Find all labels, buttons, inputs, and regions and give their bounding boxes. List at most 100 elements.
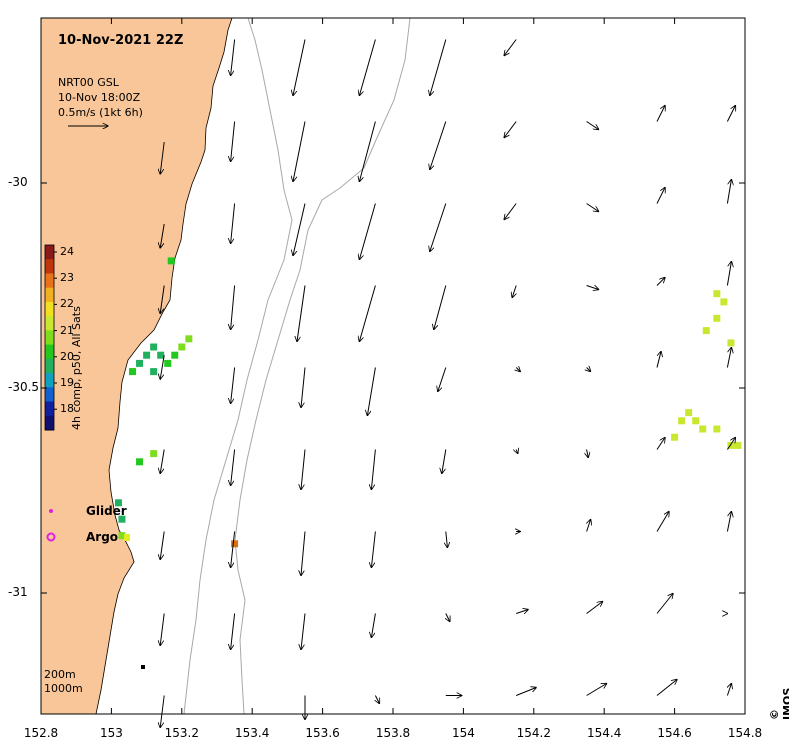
colorbar-tick-label: 24 bbox=[60, 245, 74, 258]
current-vector-arrow bbox=[512, 285, 516, 298]
current-vector-arrow bbox=[160, 223, 165, 248]
current-vector-arrow bbox=[231, 285, 236, 330]
current-vector-arrow bbox=[504, 39, 517, 56]
sst-pixel bbox=[713, 425, 721, 433]
map-title: 10-Nov-2021 22Z bbox=[58, 33, 184, 48]
isobath-1000m bbox=[234, 17, 411, 715]
current-vector-arrow bbox=[160, 285, 165, 314]
sst-pixel bbox=[699, 425, 707, 433]
sst-pixel bbox=[692, 417, 700, 425]
current-vector-arrow bbox=[293, 203, 306, 256]
current-vector-arrow bbox=[504, 203, 517, 220]
current-vector-arrow bbox=[160, 613, 165, 646]
colorbar-tick-label: 21 bbox=[60, 323, 74, 337]
x-tick-label: 153.8 bbox=[375, 726, 411, 740]
isobath-1000m-label: 1000m bbox=[44, 682, 83, 695]
land-mass bbox=[40, 17, 233, 715]
x-tick-label: 153.2 bbox=[164, 726, 199, 740]
current-vector-arrow bbox=[438, 367, 447, 392]
current-vector-arrow bbox=[656, 106, 665, 122]
current-vector-arrow bbox=[301, 367, 306, 408]
sst-pixel bbox=[114, 499, 122, 507]
current-vector-arrow bbox=[516, 450, 518, 454]
legend-product: NRT00 GSL bbox=[58, 76, 119, 89]
sst-pixel bbox=[727, 441, 735, 449]
current-vector-arrow bbox=[504, 121, 517, 138]
current-vector-arrow bbox=[301, 531, 306, 576]
sst-pixel-layer bbox=[114, 257, 742, 548]
sst-pixel bbox=[118, 532, 126, 540]
current-vector-arrow bbox=[160, 531, 165, 560]
current-vector-arrow bbox=[516, 610, 528, 614]
argo-sst-pixel bbox=[124, 534, 130, 541]
current-vector-arrow bbox=[231, 449, 236, 486]
current-vector-arrow bbox=[297, 285, 306, 342]
sst-pixel bbox=[713, 314, 721, 322]
sst-pixel bbox=[678, 417, 686, 425]
colorbar-swatch bbox=[45, 373, 54, 388]
colorbar-swatch bbox=[45, 358, 54, 374]
current-vector-arrow bbox=[726, 512, 731, 532]
imos-credit: © IMOS 14-Nov-2021 14:49 Hobart bbox=[768, 687, 789, 720]
x-tick-label: 154 bbox=[451, 726, 475, 740]
colorbar-tick-label: 23 bbox=[60, 271, 74, 285]
sst-pixel bbox=[685, 409, 693, 417]
current-vector-arrow bbox=[446, 531, 448, 548]
sst-pixel bbox=[136, 458, 144, 466]
sst-pixel bbox=[671, 433, 679, 441]
colorbar-swatch bbox=[45, 401, 54, 417]
current-vector-arrow bbox=[160, 695, 165, 728]
current-vector-arrow bbox=[434, 285, 447, 330]
current-vector-arrow bbox=[371, 449, 376, 490]
current-vector-arrow bbox=[587, 368, 591, 372]
current-vector-arrow bbox=[586, 602, 603, 614]
x-tick-label: 154.8 bbox=[727, 726, 763, 740]
current-vector-arrow bbox=[375, 695, 379, 704]
current-vector-arrow bbox=[656, 278, 665, 286]
legend-time: 10-Nov 18:00Z bbox=[58, 91, 141, 104]
isobath-200m-label: 200m bbox=[44, 668, 76, 681]
argo-marker-icon bbox=[46, 532, 56, 542]
current-vector-arrow bbox=[586, 684, 607, 696]
x-tick-label: 154.2 bbox=[516, 726, 551, 740]
current-vector-arrow bbox=[726, 180, 731, 204]
sst-pixel bbox=[702, 327, 710, 335]
x-tick-label: 153 bbox=[99, 726, 123, 740]
x-tick-label: 153.6 bbox=[305, 726, 340, 740]
x-tick-label: 154.6 bbox=[657, 726, 692, 740]
y-tick-label: -30 bbox=[8, 175, 28, 189]
current-vector-layer bbox=[160, 39, 735, 728]
colorbar-swatch bbox=[45, 259, 54, 274]
colorbar-swatch bbox=[45, 387, 54, 403]
current-vector-arrow bbox=[231, 531, 236, 568]
colorbar-tick-label: 22 bbox=[60, 297, 74, 311]
sst-pixel bbox=[157, 351, 165, 359]
sst-pixel bbox=[150, 343, 158, 351]
current-vector-arrow bbox=[231, 203, 236, 244]
current-vector-arrow bbox=[726, 438, 735, 450]
x-tick-label: 152.8 bbox=[23, 726, 59, 740]
current-vector-arrow bbox=[359, 285, 376, 342]
current-vector-arrow bbox=[359, 121, 376, 182]
sst-pixel bbox=[129, 368, 137, 376]
current-vector-arrow bbox=[586, 203, 599, 212]
colorbar-swatch bbox=[45, 316, 54, 331]
sst-pixel bbox=[143, 351, 151, 359]
current-vector-arrow bbox=[371, 613, 376, 638]
legend-scale: 0.5m/s (1kt 6h) bbox=[58, 106, 143, 119]
current-vector-arrow bbox=[726, 348, 731, 368]
sst-pixel bbox=[150, 450, 158, 458]
argo-label: Argo bbox=[86, 530, 119, 544]
current-vector-arrow bbox=[367, 367, 376, 416]
current-vector-arrow bbox=[656, 512, 669, 532]
sst-pixel bbox=[150, 368, 158, 376]
current-vector-arrow bbox=[430, 121, 447, 170]
current-vector-arrow bbox=[586, 286, 599, 290]
current-vector-arrow bbox=[656, 438, 665, 450]
sst-pixel bbox=[720, 298, 728, 306]
current-vector-arrow bbox=[446, 613, 450, 622]
current-vector-arrow bbox=[293, 39, 306, 96]
glider-marker-icon bbox=[49, 509, 53, 513]
current-vector-arrow bbox=[656, 352, 661, 368]
